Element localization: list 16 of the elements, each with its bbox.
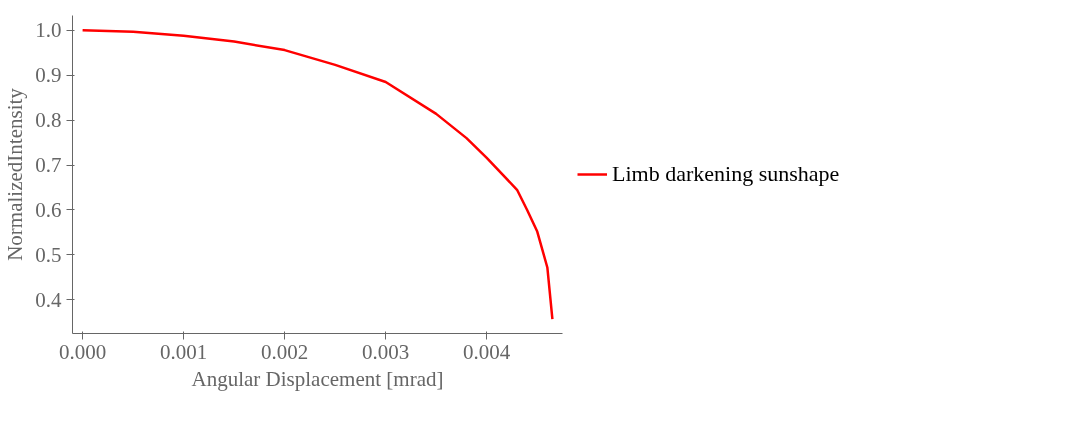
x-tick-label: 0.001 [160, 339, 208, 364]
x-tick-label: 0.003 [362, 339, 410, 364]
x-axis-title: Angular Displacement [mrad] [191, 366, 444, 391]
y-tick-label: 0.6 [35, 197, 62, 222]
legend-label: Limb darkening sunshape [612, 161, 840, 187]
x-tick-label: 0.000 [58, 339, 107, 364]
x-tick-label: 0.004 [463, 339, 511, 364]
y-tick-label: 0.7 [35, 153, 62, 178]
y-tick-label: 0.4 [35, 287, 62, 312]
line-series [81, 29, 554, 321]
y-tick-label: 1.0 [35, 18, 62, 43]
y-tick-label: 0.5 [35, 242, 62, 267]
y-tick-label: 0.8 [35, 108, 62, 133]
y-axis-title: NormalizedIntensity [3, 87, 28, 261]
x-tick-label: 0.002 [261, 339, 309, 364]
y-tick-label: 0.9 [35, 63, 62, 88]
